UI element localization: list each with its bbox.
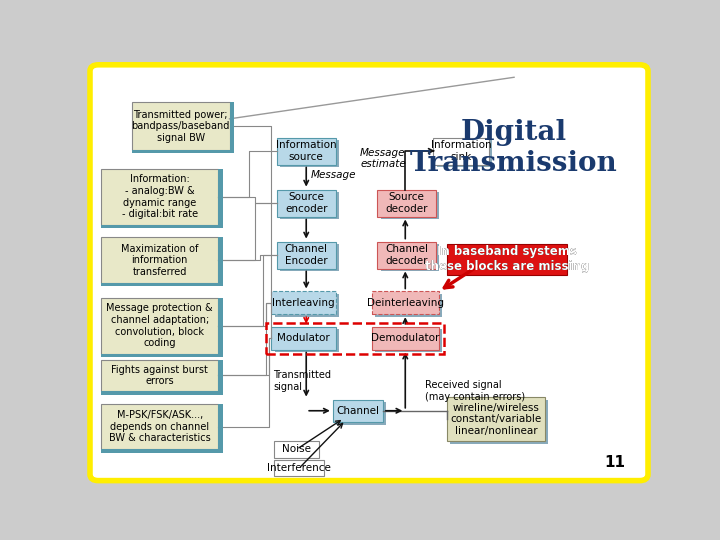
FancyBboxPatch shape	[230, 102, 234, 150]
Text: 11: 11	[605, 455, 626, 470]
Text: Received signal
(may contain errors): Received signal (may contain errors)	[425, 380, 525, 402]
Text: In baseband systems
these blocks are missing: In baseband systems these blocks are mis…	[425, 245, 589, 273]
Text: Demodulator: Demodulator	[371, 333, 439, 343]
Text: Transmitted power;
bandpass/baseband
signal BW: Transmitted power; bandpass/baseband sig…	[132, 110, 230, 143]
FancyBboxPatch shape	[101, 391, 222, 395]
Text: Transmitted
signal: Transmitted signal	[273, 370, 331, 392]
FancyBboxPatch shape	[381, 192, 439, 219]
FancyBboxPatch shape	[132, 102, 230, 150]
FancyBboxPatch shape	[101, 298, 218, 354]
FancyBboxPatch shape	[101, 283, 222, 286]
FancyBboxPatch shape	[333, 400, 383, 422]
FancyBboxPatch shape	[375, 294, 442, 317]
Text: Channel: Channel	[336, 406, 379, 416]
FancyBboxPatch shape	[132, 150, 234, 153]
FancyBboxPatch shape	[447, 244, 567, 275]
FancyBboxPatch shape	[101, 360, 218, 391]
FancyBboxPatch shape	[372, 292, 438, 314]
FancyBboxPatch shape	[271, 327, 336, 349]
FancyBboxPatch shape	[101, 225, 222, 228]
FancyBboxPatch shape	[275, 294, 339, 317]
FancyBboxPatch shape	[218, 298, 222, 354]
FancyBboxPatch shape	[280, 244, 339, 271]
Text: Message protection &
channel adaptation;
convolution, block
coding: Message protection & channel adaptation;…	[107, 303, 213, 348]
FancyBboxPatch shape	[101, 168, 218, 225]
Text: Maximization of
information
transferred: Maximization of information transferred	[121, 244, 199, 277]
Text: Information
source: Information source	[276, 140, 336, 162]
FancyBboxPatch shape	[104, 240, 222, 286]
FancyBboxPatch shape	[218, 404, 222, 449]
Text: Message
estimate: Message estimate	[360, 147, 406, 169]
FancyBboxPatch shape	[375, 329, 442, 352]
Text: Interleaving: Interleaving	[272, 298, 335, 308]
FancyBboxPatch shape	[101, 404, 218, 449]
FancyBboxPatch shape	[275, 329, 339, 352]
FancyBboxPatch shape	[218, 168, 222, 225]
FancyBboxPatch shape	[377, 241, 436, 268]
Text: M-PSK/FSK/ASK...,
depends on channel
BW & characteristics: M-PSK/FSK/ASK..., depends on channel BW …	[109, 410, 211, 443]
Text: Source
decoder: Source decoder	[385, 192, 428, 214]
FancyBboxPatch shape	[381, 244, 439, 271]
Text: Interference: Interference	[267, 463, 331, 473]
FancyBboxPatch shape	[101, 449, 222, 453]
Text: wireline/wireless
constant/variable
linear/nonlinear: wireline/wireless constant/variable line…	[450, 403, 541, 436]
FancyBboxPatch shape	[218, 360, 222, 391]
Text: Channel
decoder: Channel decoder	[385, 244, 428, 266]
Text: Noise: Noise	[282, 444, 311, 455]
FancyBboxPatch shape	[451, 400, 548, 443]
FancyBboxPatch shape	[104, 406, 222, 452]
Text: Digital
Transmission: Digital Transmission	[410, 119, 618, 177]
FancyBboxPatch shape	[336, 402, 387, 425]
FancyBboxPatch shape	[280, 192, 339, 219]
FancyBboxPatch shape	[104, 362, 222, 394]
FancyBboxPatch shape	[104, 171, 222, 227]
FancyBboxPatch shape	[135, 105, 233, 152]
FancyBboxPatch shape	[101, 354, 222, 357]
FancyBboxPatch shape	[377, 190, 436, 217]
FancyBboxPatch shape	[104, 300, 222, 356]
FancyBboxPatch shape	[280, 140, 339, 167]
FancyBboxPatch shape	[372, 327, 438, 349]
Text: Modulator: Modulator	[277, 333, 330, 343]
FancyBboxPatch shape	[433, 138, 489, 165]
FancyBboxPatch shape	[277, 241, 336, 268]
FancyBboxPatch shape	[277, 190, 336, 217]
FancyBboxPatch shape	[277, 138, 336, 165]
Text: Information:
- analog:BW &
dynamic range
- digital:bit rate: Information: - analog:BW & dynamic range…	[122, 174, 198, 219]
FancyBboxPatch shape	[447, 397, 545, 441]
Text: Deinterleaving: Deinterleaving	[366, 298, 444, 308]
Text: Message: Message	[310, 170, 356, 180]
FancyBboxPatch shape	[274, 460, 324, 476]
FancyBboxPatch shape	[271, 292, 336, 314]
Text: Fights against burst
errors: Fights against burst errors	[112, 365, 208, 387]
FancyBboxPatch shape	[101, 238, 218, 283]
FancyBboxPatch shape	[436, 140, 492, 167]
FancyBboxPatch shape	[90, 65, 648, 481]
FancyBboxPatch shape	[218, 238, 222, 283]
Text: Source
encoder: Source encoder	[285, 192, 328, 214]
Text: Information
sink: Information sink	[431, 140, 491, 162]
FancyBboxPatch shape	[274, 441, 319, 458]
Text: In baseband systems
these blocks are missing: In baseband systems these blocks are mis…	[425, 245, 589, 273]
Text: Channel
Encoder: Channel Encoder	[284, 244, 328, 266]
